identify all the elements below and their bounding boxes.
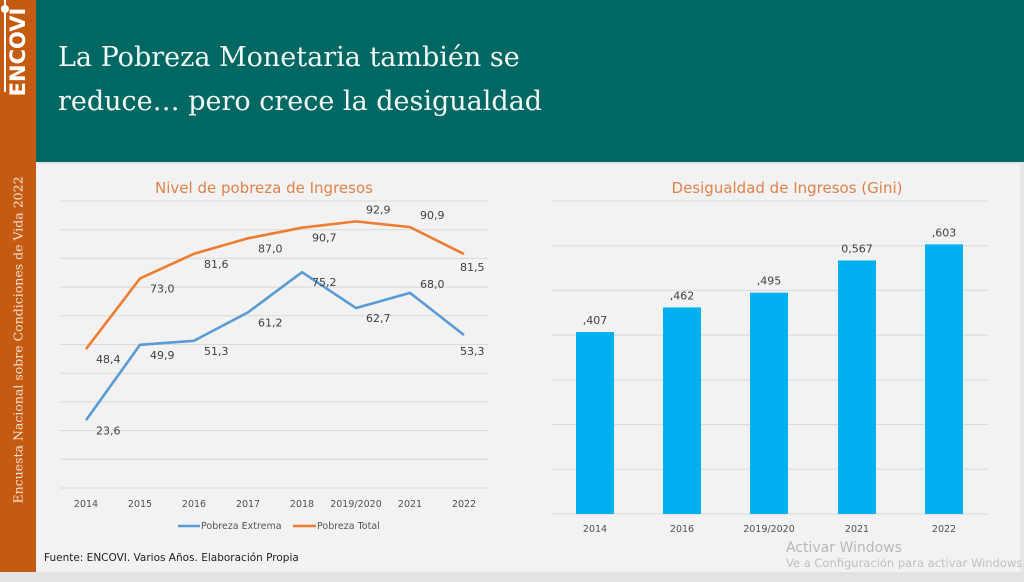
line-series-pobreza-total (84, 220, 465, 350)
line-data-label-extreme: 75,2 (312, 276, 337, 289)
line-x-tick: 2021 (398, 499, 422, 510)
legend-label-total: Pobreza Total (317, 521, 380, 532)
line-x-tick: 2015 (128, 499, 152, 510)
line-data-label-total: 90,7 (312, 232, 337, 245)
line-chart-gridlines (60, 200, 488, 489)
line-x-tick: 2017 (236, 499, 260, 510)
bar-data-label: ,495 (757, 275, 782, 288)
line-series-pobreza-extrema (84, 270, 465, 422)
bar-data-label: ,462 (670, 289, 695, 302)
line-x-tick: 2014 (74, 499, 98, 510)
slide-title-line-2: reduce… pero crece la desigualdad (58, 86, 543, 117)
bar-x-tick: 2016 (670, 524, 694, 535)
line-data-label-total: 73,0 (150, 282, 175, 295)
bar-chart-bars (576, 244, 963, 514)
line-data-label-total: 90,9 (420, 209, 445, 222)
line-x-tick: 2016 (182, 499, 206, 510)
bar-data-label: 0,567 (841, 242, 873, 255)
bar-data-label: ,603 (932, 226, 957, 239)
encovi-logo: ENCOVI (0, 0, 36, 110)
line-data-label-total: 81,5 (460, 261, 485, 274)
slide-header: La Pobreza Monetaria también se reduce… … (36, 0, 1024, 162)
logo-bar-decoration (4, 0, 6, 92)
bar-2022 (925, 244, 963, 514)
line-x-tick: 2022 (452, 499, 476, 510)
bar-2019-2020 (750, 292, 788, 514)
line-data-label-total: 81,6 (204, 258, 229, 271)
activation-watermark-subtitle: Ve a Configuración para activar Windows. (786, 557, 1024, 570)
bar-x-tick: 2022 (932, 524, 956, 535)
source-note: Fuente: ENCOVI. Varios Años. Elaboración… (44, 552, 299, 564)
line-data-label-extreme: 68,0 (420, 278, 445, 291)
sidebar: ENCOVI Encuesta Nacional sobre Condicion… (0, 0, 36, 572)
line-data-label-extreme: 62,7 (366, 312, 391, 325)
bar-2014 (576, 332, 614, 514)
line-chart-x-ticks: 2014 2015 2016 2017 2018 2019/2020 2021 2022 (74, 499, 476, 510)
bar-chart-title: Desigualdad de Ingresos (Gini) (672, 179, 903, 197)
slide-title: La Pobreza Monetaria también se reduce… … (58, 36, 618, 124)
line-data-label-extreme: 53,3 (460, 345, 485, 358)
line-x-tick: 2019/2020 (330, 499, 382, 510)
line-data-label-total: 92,9 (366, 203, 391, 216)
line-data-label-extreme: 61,2 (258, 316, 283, 329)
line-chart: Nivel de pobreza de Ingresos 23,6 49,9 51,… (60, 179, 488, 532)
line-chart-data-labels: 23,6 49,9 51,3 61,2 75,2 62,7 68,0 53,3 48,4 73,0… (96, 203, 485, 437)
bar-2021 (838, 260, 876, 514)
bar-chart-data-labels: ,407 ,462 ,495 0,567 ,603 (583, 226, 957, 327)
bar-x-tick: 2021 (845, 524, 869, 535)
bottom-strip (0, 572, 1024, 582)
bar-2016 (663, 307, 701, 514)
legend-label-extreme: Pobreza Extrema (201, 521, 282, 532)
logo-dot-decoration (1, 5, 9, 13)
bar-data-label: ,407 (583, 314, 608, 327)
bar-x-tick: 2014 (583, 524, 607, 535)
line-data-label-extreme: 51,3 (204, 345, 229, 358)
bar-chart: Desigualdad de Ingresos (Gini) ,407 ,462,… (552, 179, 988, 535)
line-data-label-extreme: 23,6 (96, 424, 121, 437)
line-data-label-total: 87,0 (258, 242, 283, 255)
line-chart-legend: Pobreza Extrema Pobreza Total (178, 521, 380, 532)
bar-chart-x-ticks: 2014 2016 2019/2020 2021 2022 (583, 524, 956, 535)
bar-x-tick: 2019/2020 (743, 524, 795, 535)
line-chart-series (84, 220, 465, 422)
line-data-label-total: 48,4 (96, 353, 121, 366)
line-data-label-extreme: 49,9 (150, 349, 175, 362)
activation-watermark-title: Activar Windows (786, 540, 902, 556)
line-x-tick: 2018 (290, 499, 314, 510)
slide-title-line-1: La Pobreza Monetaria también se (58, 42, 520, 73)
line-chart-title: Nivel de pobreza de Ingresos (155, 179, 373, 197)
